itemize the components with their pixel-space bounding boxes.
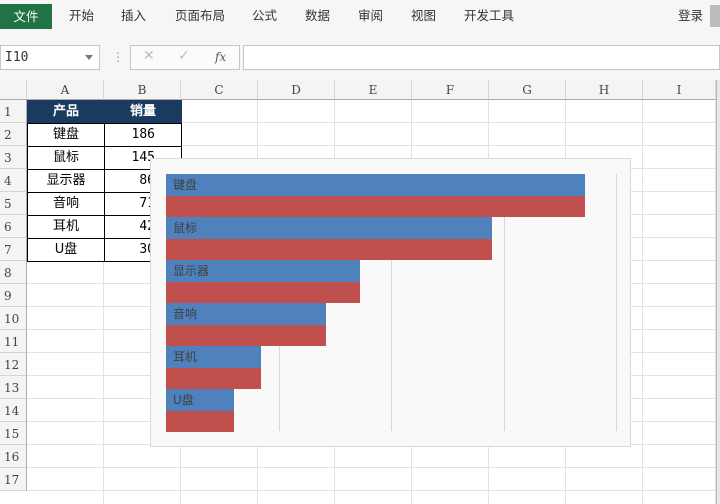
gridline [642, 100, 643, 504]
row-header-3[interactable]: 3 [0, 146, 27, 169]
select-all-corner[interactable] [0, 80, 27, 100]
category-label: 键盘 [173, 178, 198, 192]
gridline [27, 122, 716, 123]
table-header-cell[interactable]: 产品 [27, 100, 105, 124]
row-header-9[interactable]: 9 [0, 284, 27, 307]
tab-insert[interactable]: 插入 [121, 8, 147, 23]
chart-bar[interactable] [166, 389, 234, 411]
row-header-14[interactable]: 14 [0, 399, 27, 422]
tab-formulas[interactable]: 公式 [252, 8, 278, 23]
tab-view[interactable]: 视图 [411, 8, 437, 23]
tab-developer[interactable]: 开发工具 [464, 8, 515, 23]
row-header-5[interactable]: 5 [0, 192, 27, 215]
drag-handle-icon[interactable]: ⋮ [112, 50, 124, 64]
category-label: 显示器 [173, 264, 210, 278]
login-link[interactable]: 登录 [678, 8, 704, 23]
chart-bar[interactable] [166, 346, 261, 368]
cancel-icon[interactable]: ✕ [143, 48, 155, 64]
gridline [715, 100, 716, 504]
tab-home[interactable]: 开始 [69, 8, 95, 23]
formula-buttons: ✕ ✓ fx [130, 45, 240, 70]
formula-input[interactable] [243, 45, 720, 70]
tab-file[interactable]: 文件 [0, 4, 52, 29]
row-header-6[interactable]: 6 [0, 215, 27, 238]
column-header-D[interactable]: D [258, 80, 335, 100]
category-label: 耳机 [173, 350, 198, 364]
column-header-C[interactable]: C [181, 80, 258, 100]
bar-chart[interactable]: 键盘鼠标显示器音响耳机 U盘 [150, 158, 631, 447]
tab-review[interactable]: 审阅 [358, 8, 384, 23]
chart-bar[interactable] [166, 195, 585, 217]
gridline [103, 100, 104, 504]
chart-bar[interactable] [166, 324, 326, 346]
category-label: U盘 [173, 393, 194, 407]
row-header-4[interactable]: 4 [0, 169, 27, 192]
sales-cell[interactable]: 186 [104, 123, 182, 147]
row-header-2[interactable]: 2 [0, 123, 27, 146]
chart-gridline [391, 174, 392, 431]
tab-data[interactable]: 数据 [305, 8, 331, 23]
row-header-7[interactable]: 7 [0, 238, 27, 261]
name-box-value: I10 [5, 50, 29, 65]
product-cell[interactable]: 鼠标 [27, 146, 105, 170]
row-header-12[interactable]: 12 [0, 353, 27, 376]
product-cell[interactable]: 键盘 [27, 123, 105, 147]
column-header-A[interactable]: A [27, 80, 104, 100]
gridline [27, 467, 716, 468]
chart-gridline [503, 174, 505, 431]
vertical-scrollbar[interactable] [716, 80, 720, 504]
gridline [27, 490, 716, 491]
column-header-I[interactable]: I [643, 80, 716, 100]
chart-bar[interactable] [166, 217, 493, 239]
column-header-B[interactable]: B [104, 80, 181, 100]
product-cell[interactable]: 音响 [27, 192, 105, 216]
column-header-H[interactable]: H [566, 80, 643, 100]
category-label: 鼠标 [173, 221, 198, 235]
chart-bar[interactable] [166, 303, 326, 325]
insert-function-icon[interactable]: fx [215, 50, 227, 64]
category-label: 音响 [173, 307, 198, 321]
table-header-cell[interactable]: 销量 [104, 100, 182, 124]
chart-bar[interactable] [166, 238, 493, 260]
product-cell[interactable]: 耳机 [27, 215, 105, 239]
avatar[interactable] [710, 5, 720, 27]
enter-icon[interactable]: ✓ [178, 48, 190, 64]
chart-bar[interactable] [166, 410, 234, 432]
ribbon: 文件 开始 插入 页面布局 公式 数据 审阅 视图 开发工具 登录 [0, 0, 720, 33]
row-header-15[interactable]: 15 [0, 422, 27, 445]
formula-bar: I10 ⋮ ✕ ✓ fx [0, 45, 720, 70]
row-header-1[interactable]: 1 [0, 100, 27, 123]
column-header-G[interactable]: G [489, 80, 566, 100]
tab-page-layout[interactable]: 页面布局 [175, 8, 226, 23]
gridline [27, 145, 716, 146]
row-header-11[interactable]: 11 [0, 330, 27, 353]
column-header-F[interactable]: F [412, 80, 489, 100]
row-header-10[interactable]: 10 [0, 307, 27, 330]
column-header-E[interactable]: E [335, 80, 412, 100]
chart-bar[interactable] [166, 174, 585, 196]
row-header-16[interactable]: 16 [0, 445, 27, 468]
row-header-17[interactable]: 17 [0, 468, 27, 491]
product-cell[interactable]: 显示器 [27, 169, 105, 193]
chart-bar[interactable] [166, 260, 360, 282]
row-header-8[interactable]: 8 [0, 261, 27, 284]
name-box[interactable]: I10 [0, 45, 100, 70]
row-header-13[interactable]: 13 [0, 376, 27, 399]
chart-bar[interactable] [166, 281, 360, 303]
chart-bar[interactable] [166, 367, 261, 389]
chevron-down-icon[interactable] [85, 55, 93, 60]
product-cell[interactable]: U盘 [27, 238, 105, 262]
chart-gridline [616, 174, 617, 431]
